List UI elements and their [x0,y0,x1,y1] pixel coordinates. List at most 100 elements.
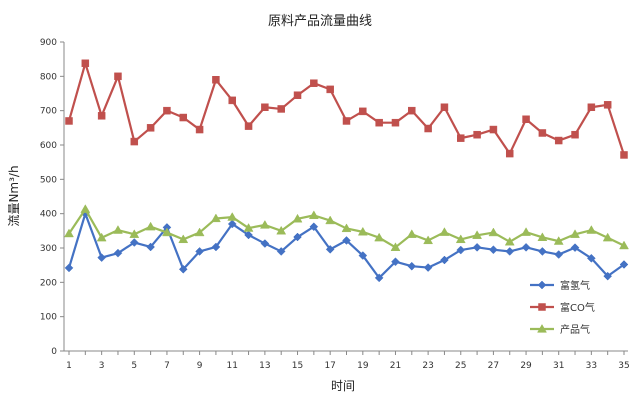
data-point [472,242,482,252]
data-point [178,264,188,274]
data-point [97,112,106,120]
data-point [457,134,465,142]
data-point [358,251,368,260]
data-point [586,253,596,263]
x-axis-title: 时间 [331,379,355,393]
data-point [390,242,401,251]
legend-item: 产品气 [530,323,590,336]
data-point [603,271,613,281]
data-point [374,273,384,283]
y-tick-label: 600 [40,141,57,151]
y-tick-label: 800 [40,72,57,82]
data-point [538,247,547,256]
legend-label: 富CO气 [560,301,595,314]
data-point [489,125,498,134]
data-point [146,242,155,252]
data-point [488,227,499,237]
data-point [439,227,450,236]
data-point [553,236,564,245]
data-point [342,236,351,245]
data-point [440,103,449,111]
series-line [67,62,626,156]
data-point [277,105,285,113]
data-point [194,227,205,237]
data-point [554,250,564,259]
data-point [244,230,253,240]
data-point [456,245,466,255]
data-point [129,238,139,247]
data-point [276,225,287,235]
data-point [227,219,237,229]
x-tick-label: 13 [259,361,270,371]
data-point [195,125,204,134]
data-point [571,130,579,139]
data-point [554,136,563,145]
data-point [424,124,432,133]
data-point [391,118,400,127]
data-point [620,151,628,159]
data-point [602,232,613,242]
data-point [276,247,286,256]
series-3 [64,204,629,251]
legend-item: 富CO气 [530,301,595,314]
data-point [325,245,335,254]
x-tick-label: 9 [197,361,203,371]
x-tick-label: 25 [455,361,466,371]
data-point [146,124,155,132]
data-point [521,242,531,252]
data-point [114,72,122,81]
data-point [505,149,514,158]
legend-marker [538,303,546,311]
x-tick-label: 21 [390,361,401,371]
data-point [178,234,189,244]
data-point [244,122,253,130]
data-point [407,261,417,271]
data-point [179,113,188,122]
data-point [212,76,220,84]
x-tick-label: 23 [422,361,433,371]
data-point [227,212,238,221]
data-point [423,263,433,272]
x-tick-label: 33 [586,361,597,371]
data-point [472,230,483,239]
data-point [163,106,171,115]
data-point [211,242,221,252]
data-point [357,226,368,236]
data-point [521,227,531,236]
data-point [243,223,254,232]
x-tick-label: 5 [131,361,137,371]
data-point [538,129,547,137]
y-axis-title: 流量Nm³/h [7,165,21,226]
x-tick-label: 7 [164,361,170,371]
data-point [619,240,629,250]
y-tick-label: 100 [40,313,57,323]
data-point [570,229,580,238]
y-tick-label: 500 [40,175,57,185]
data-point [129,229,140,238]
legend-marker [537,280,547,290]
series-2 [65,59,628,159]
data-point [65,117,73,125]
data-point [455,234,466,244]
data-point [145,221,156,231]
data-point [489,245,498,255]
x-tick-label: 27 [488,361,499,371]
y-tick-label: 400 [40,210,57,220]
data-point [210,213,221,223]
x-tick-label: 29 [520,361,532,371]
data-point [130,137,139,146]
data-point [537,232,548,241]
y-tick-label: 700 [40,107,57,117]
data-point [586,225,597,234]
data-point [522,115,530,123]
legend-label: 产品气 [560,323,590,336]
data-point [261,103,269,111]
x-tick-label: 3 [99,361,105,371]
y-tick-label: 200 [40,278,57,288]
data-point [81,59,90,68]
data-point [423,235,434,245]
data-point [259,219,270,229]
series-1 [64,209,629,283]
x-tick-label: 1 [66,361,72,371]
data-point [80,204,91,213]
